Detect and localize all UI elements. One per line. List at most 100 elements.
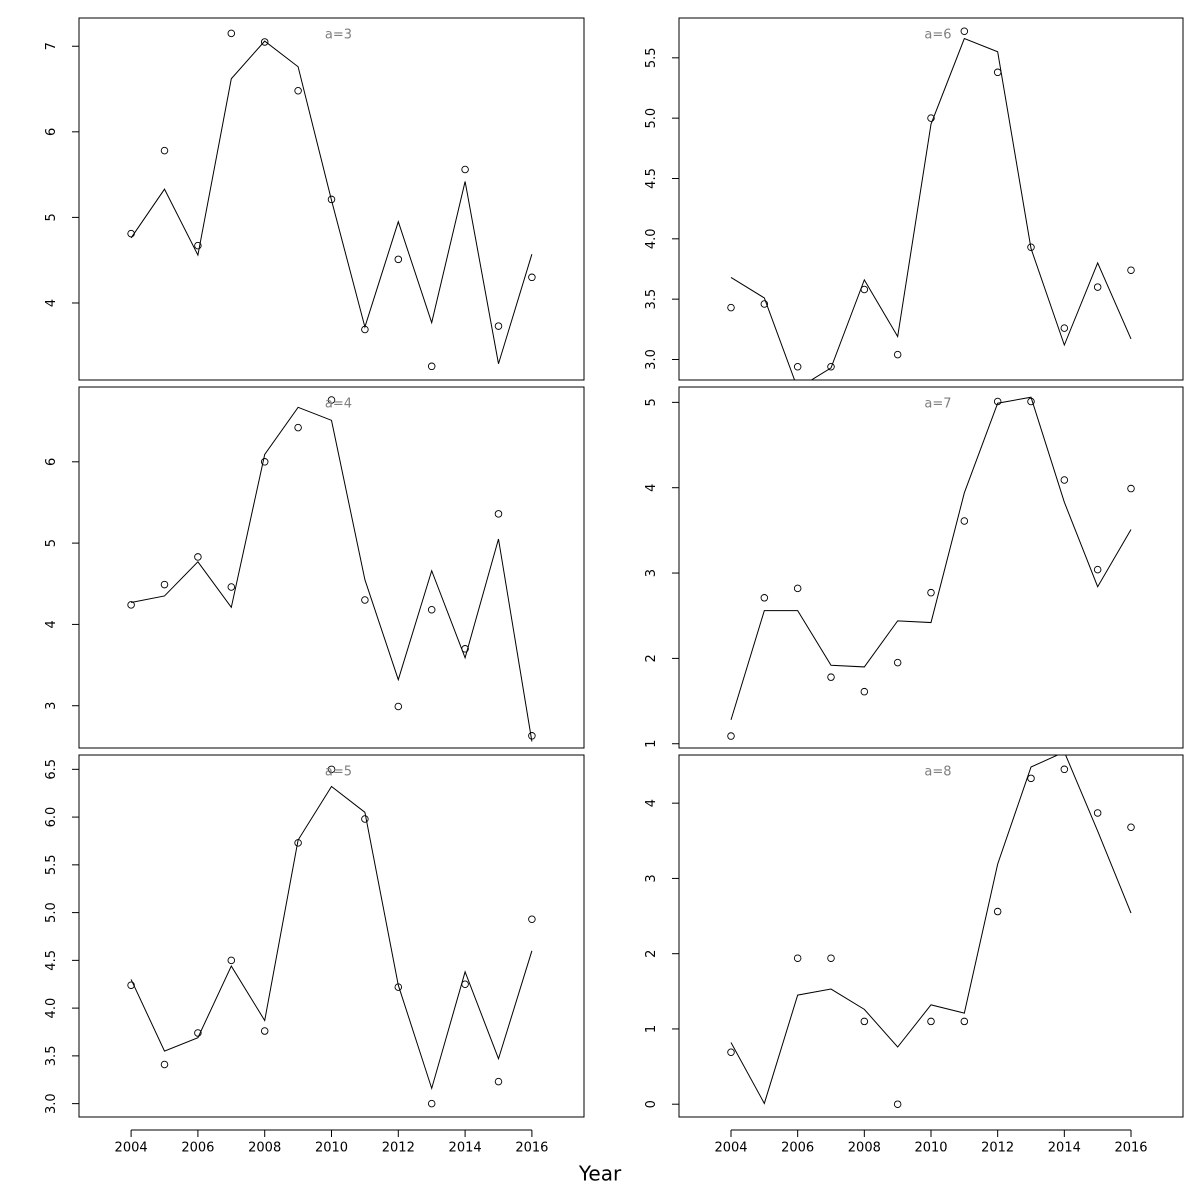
plot-area	[127, 765, 536, 1108]
data-point	[1060, 765, 1069, 774]
plot-area	[127, 29, 536, 371]
data-point	[793, 954, 802, 962]
panel-frame	[678, 386, 1184, 749]
x-tick-label: 2014	[449, 1141, 482, 1156]
data-point	[727, 303, 735, 312]
y-tick-label: 2	[644, 654, 659, 662]
y-tick-label: 4.0	[44, 998, 59, 1019]
plot-area	[727, 27, 1135, 380]
y-tick-label: 6	[44, 458, 59, 466]
data-point	[727, 732, 735, 740]
data-point	[927, 1017, 935, 1026]
data-point	[160, 580, 169, 589]
data-point	[528, 732, 536, 740]
data-point	[127, 601, 135, 609]
x-tick-label: 2012	[382, 1141, 415, 1156]
data-point	[827, 362, 835, 371]
y-tick-label: 7	[44, 42, 59, 50]
data-point	[227, 583, 236, 591]
data-point	[361, 815, 369, 823]
data-point	[927, 588, 935, 597]
y-tick-label: 0	[644, 1100, 659, 1108]
y-tick-label: 4	[644, 484, 659, 492]
y-tick-label: 4	[44, 620, 59, 628]
data-point	[260, 1027, 269, 1035]
data-point	[1127, 266, 1135, 274]
data-point	[793, 584, 802, 593]
plot-area	[127, 396, 536, 742]
data-point	[294, 839, 302, 847]
y-tick-label: 5	[44, 213, 59, 221]
data-point	[993, 397, 1002, 406]
y-tick-label: 3	[644, 569, 659, 577]
x-tick-label: 2016	[1114, 1141, 1147, 1156]
data-point	[127, 981, 135, 989]
x-tick-label: 2010	[914, 1141, 947, 1156]
data-point	[727, 1048, 735, 1057]
data-point	[1027, 243, 1035, 252]
y-tick-label: 5	[44, 539, 59, 547]
panel: 3 4 5 6 a=4	[44, 386, 585, 749]
x-tick-label: 2004	[115, 1141, 148, 1156]
x-tick-label: 2016	[515, 1141, 548, 1156]
data-point	[893, 658, 902, 667]
data-point	[194, 1029, 202, 1037]
fit-line	[730, 755, 1132, 1105]
data-point	[361, 596, 369, 604]
panel: 1 2 3 4 5 a=7	[644, 386, 1184, 749]
x-axis-label: Year	[578, 1162, 622, 1186]
fit-line	[730, 396, 1132, 720]
fit-line	[131, 406, 533, 742]
data-point	[927, 114, 935, 122]
fit-line	[130, 40, 533, 364]
data-point	[993, 68, 1002, 77]
x-tick-label: 2006	[781, 1141, 814, 1156]
x-tick-label: 2008	[848, 1141, 881, 1156]
data-point	[494, 322, 503, 330]
x-tick-label: 2004	[714, 1141, 747, 1156]
y-tick-label: 1	[644, 1025, 659, 1033]
data-point	[1027, 397, 1035, 406]
panel-frame	[678, 754, 1184, 1118]
data-point	[294, 423, 302, 432]
data-point	[1060, 324, 1069, 332]
plot-area	[727, 755, 1135, 1108]
data-point	[960, 1017, 969, 1026]
y-tick-label: 3.0	[644, 349, 659, 370]
data-point	[394, 983, 403, 991]
data-point	[260, 38, 269, 46]
data-point	[827, 954, 835, 962]
panel: 3.0 3.5 4.0 4.5 5.0 5.5 a=6	[644, 17, 1184, 381]
data-point	[528, 915, 536, 924]
y-tick-label: 5.0	[44, 902, 59, 923]
data-point	[793, 362, 802, 371]
fit-line	[130, 785, 533, 1091]
data-point	[528, 273, 536, 282]
y-tick-label: 3	[644, 874, 659, 882]
y-tick-label: 3.5	[644, 289, 659, 310]
data-point	[860, 285, 869, 294]
y-tick-label: 3.0	[44, 1093, 59, 1114]
data-point	[461, 645, 469, 653]
data-point	[461, 980, 469, 988]
data-point	[160, 1060, 169, 1069]
y-tick-label: 4	[644, 799, 659, 807]
data-point	[461, 165, 469, 174]
data-point	[860, 687, 869, 696]
x-tick-label: 2012	[981, 1141, 1014, 1156]
y-tick-label: 2	[644, 950, 659, 958]
data-point	[427, 606, 436, 614]
panel-title: a=6	[924, 28, 951, 43]
y-tick-label: 5.5	[44, 854, 59, 875]
y-tick-label: 3	[44, 702, 59, 710]
y-tick-label: 4.5	[644, 168, 659, 189]
panel-title: a=8	[924, 765, 951, 780]
data-point	[260, 458, 269, 466]
data-point	[1127, 823, 1135, 831]
data-point	[993, 907, 1002, 916]
data-point	[327, 765, 336, 774]
panel-title: a=3	[325, 28, 352, 43]
data-point	[1060, 476, 1069, 484]
y-tick-label: 3.5	[44, 1046, 59, 1067]
